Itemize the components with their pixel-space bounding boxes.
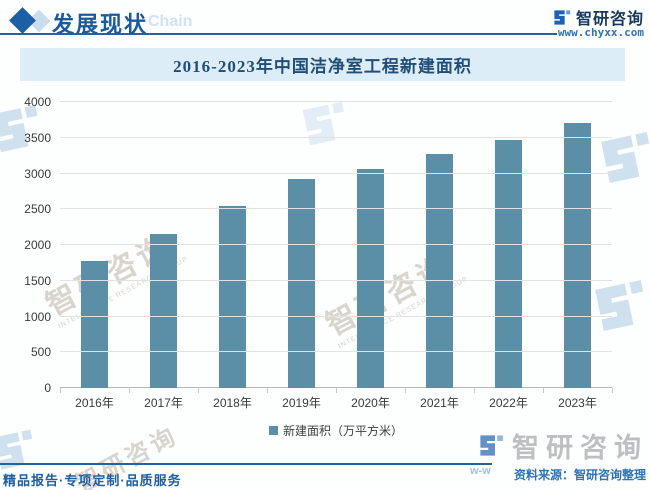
bar-2023年 bbox=[564, 123, 591, 388]
gridline bbox=[60, 208, 612, 210]
watermark-logo-icon bbox=[0, 424, 40, 476]
legend-marker bbox=[268, 426, 278, 435]
watermark-url-fragment: w-w bbox=[470, 465, 491, 477]
section-title: 发展现状 bbox=[52, 12, 149, 37]
chart-title: 2016-2023年中国洁净室工程新建面积 bbox=[173, 57, 472, 76]
y-axis-labels: 0 500 1000 1500 2000 2500 3000 3500 4000 bbox=[0, 95, 54, 395]
bar-slot bbox=[336, 102, 405, 388]
bar-2020年 bbox=[357, 169, 384, 388]
brand-name: 智研咨询 bbox=[575, 11, 644, 28]
x-tick-mark bbox=[405, 388, 406, 393]
x-tick-mark bbox=[60, 388, 61, 393]
zhiyan-logo-icon bbox=[552, 8, 571, 27]
x-tick-label: 2022年 bbox=[489, 396, 528, 410]
bar-2018年 bbox=[219, 205, 246, 388]
y-tick-label: 4000 bbox=[24, 95, 51, 109]
chart-title-band: 2016-2023年中国洁净室工程新建面积 bbox=[20, 48, 625, 81]
x-tick-label: 2023年 bbox=[558, 396, 597, 410]
bar-slot bbox=[198, 102, 267, 388]
bar-slot bbox=[474, 102, 543, 388]
x-tick-label: 2016年 bbox=[75, 396, 114, 410]
brand-logo: 智研咨询 bbox=[552, 5, 644, 29]
bar-2016年 bbox=[81, 260, 108, 388]
x-axis-line bbox=[60, 387, 612, 388]
y-tick-label: 1000 bbox=[24, 309, 51, 324]
x-tick-mark bbox=[198, 388, 199, 393]
gridline bbox=[60, 279, 612, 281]
bar-2019年 bbox=[288, 179, 315, 388]
y-tick-label: 3000 bbox=[24, 166, 51, 181]
x-tick-label: 2017年 bbox=[144, 396, 183, 410]
gridline bbox=[60, 172, 612, 174]
gridline bbox=[60, 351, 612, 353]
gridline bbox=[60, 315, 612, 317]
y-tick-label: 2000 bbox=[24, 238, 51, 252]
x-tick-mark bbox=[474, 388, 475, 393]
x-tick-mark bbox=[129, 388, 130, 393]
y-tick-label: 0 bbox=[44, 381, 51, 395]
x-tick-mark bbox=[267, 388, 268, 393]
bar-2021年 bbox=[426, 154, 453, 388]
legend-label: 新建面积（万平方米） bbox=[282, 424, 403, 438]
x-tick-mark bbox=[543, 388, 544, 393]
bar-2022年 bbox=[495, 139, 522, 388]
x-tick-mark bbox=[336, 388, 337, 393]
footer-brand-text: 智研咨询 bbox=[512, 433, 648, 463]
header-rule bbox=[0, 33, 557, 35]
x-tick-label: 2020年 bbox=[351, 396, 390, 410]
footer-brand-watermark: 智研咨询 bbox=[477, 426, 648, 465]
section-watermark-text: Chain bbox=[148, 13, 193, 30]
bar-2017年 bbox=[150, 233, 177, 388]
legend: 新建面积（万平方米） bbox=[60, 422, 612, 439]
x-axis-labels: 2016年 2017年 2018年 2019年 2020年 2021年 2022年 2023年 bbox=[60, 394, 612, 411]
x-tick-mark bbox=[612, 388, 613, 393]
bar-slot bbox=[129, 102, 198, 388]
website-link[interactable]: www.chyxx.com bbox=[557, 26, 644, 39]
diamond-icon bbox=[9, 7, 36, 34]
y-tick-label: 3500 bbox=[24, 130, 51, 145]
bar-slot bbox=[60, 102, 129, 388]
x-tick-label: 2021年 bbox=[420, 396, 459, 410]
x-tick-label: 2018年 bbox=[213, 396, 252, 410]
gridline bbox=[60, 136, 612, 138]
y-tick-label: 1500 bbox=[24, 273, 51, 288]
x-tick-label: 2019年 bbox=[282, 396, 321, 410]
data-source-text: 资料来源：智研咨询整理 bbox=[513, 468, 646, 482]
plot-area bbox=[60, 101, 613, 393]
y-tick-label: 500 bbox=[30, 345, 51, 360]
gridline bbox=[60, 101, 612, 102]
footer-rule bbox=[0, 463, 492, 465]
bar-slot bbox=[543, 102, 612, 388]
footer-tagline: 精品报告·专项定制·品质服务 bbox=[3, 473, 182, 488]
zhiyan-logo-icon bbox=[477, 432, 504, 459]
bars-container bbox=[60, 102, 612, 388]
bar-slot bbox=[405, 102, 474, 388]
y-tick-label: 2500 bbox=[24, 202, 51, 217]
bar-slot bbox=[267, 102, 336, 388]
gridline bbox=[60, 244, 612, 245]
